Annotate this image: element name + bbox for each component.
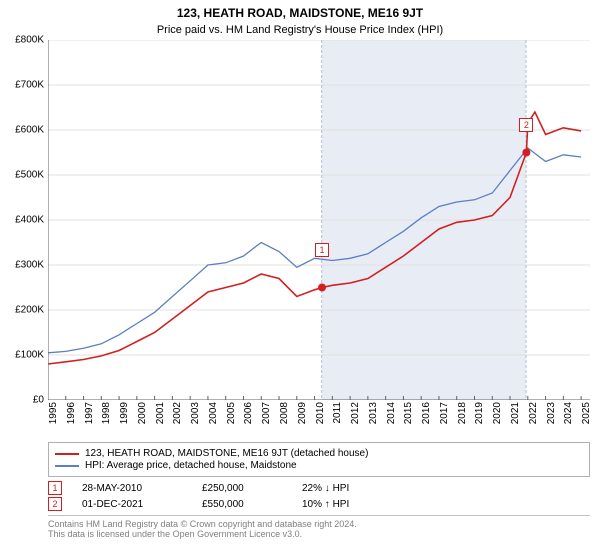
legend-label: HPI: Average price, detached house, Maid… xyxy=(85,460,297,471)
marker-price: £550,000 xyxy=(202,499,282,510)
x-tick-label: 2014 xyxy=(386,402,397,436)
marker-id-box: 1 xyxy=(48,481,62,495)
marker-row-2: 2 01-DEC-2021 £550,000 10% ↑ HPI xyxy=(48,497,590,511)
legend-swatch xyxy=(55,453,79,455)
chart-plot-area: £0£100K£200K£300K£400K£500K£600K£700K£80… xyxy=(48,40,590,400)
x-tick-label: 1998 xyxy=(101,402,112,436)
y-tick-label: £0 xyxy=(33,395,48,406)
chart-subtitle: Price paid vs. HM Land Registry's House … xyxy=(0,20,600,40)
legend-label: 123, HEATH ROAD, MAIDSTONE, ME16 9JT (de… xyxy=(85,448,368,459)
y-tick-label: £800K xyxy=(15,35,48,46)
marker-id-box: 2 xyxy=(48,497,62,511)
x-tick-label: 2001 xyxy=(155,402,166,436)
x-tick-label: 2011 xyxy=(332,402,343,436)
x-tick-label: 2017 xyxy=(439,402,450,436)
x-tick-label: 2004 xyxy=(208,402,219,436)
x-tick-label: 2000 xyxy=(137,402,148,436)
x-tick-label: 1999 xyxy=(119,402,130,436)
x-tick-label: 2009 xyxy=(297,402,308,436)
marker-price: £250,000 xyxy=(202,483,282,494)
marker-date: 28-MAY-2010 xyxy=(82,483,182,494)
x-tick-label: 2012 xyxy=(350,402,361,436)
marker-dot xyxy=(522,149,530,157)
x-tick-label: 1996 xyxy=(66,402,77,436)
legend-swatch xyxy=(55,465,79,467)
x-tick-label: 2024 xyxy=(563,402,574,436)
legend: 123, HEATH ROAD, MAIDSTONE, ME16 9JT (de… xyxy=(48,442,590,477)
x-tick-label: 2005 xyxy=(226,402,237,436)
x-tick-label: 2025 xyxy=(581,402,592,436)
x-axis-ticks: 1995 1996 1997 1998 1999 2000 2001 2002 2003 2004… xyxy=(48,400,590,440)
marker-row-1: 1 28-MAY-2010 £250,000 22% ↓ HPI xyxy=(48,481,590,495)
marker-delta: 22% ↓ HPI xyxy=(302,483,382,494)
y-tick-label: £200K xyxy=(15,305,48,316)
chart-title: 123, HEATH ROAD, MAIDSTONE, ME16 9JT xyxy=(0,0,600,20)
legend-item-price-paid: 123, HEATH ROAD, MAIDSTONE, ME16 9JT (de… xyxy=(55,448,583,459)
x-tick-label: 2023 xyxy=(546,402,557,436)
x-tick-label: 2008 xyxy=(279,402,290,436)
x-tick-label: 2010 xyxy=(315,402,326,436)
marker-label-box: 2 xyxy=(519,118,533,132)
series-price_paid xyxy=(48,112,581,364)
x-tick-label: 2019 xyxy=(474,402,485,436)
marker-table: 1 28-MAY-2010 £250,000 22% ↓ HPI 2 01-DE… xyxy=(48,481,590,511)
y-tick-label: £300K xyxy=(15,260,48,271)
marker-date: 01-DEC-2021 xyxy=(82,499,182,510)
marker-delta: 10% ↑ HPI xyxy=(302,499,382,510)
x-tick-label: 2018 xyxy=(457,402,468,436)
x-tick-label: 2016 xyxy=(421,402,432,436)
marker-dot xyxy=(318,284,326,292)
footer-line-2: This data is licensed under the Open Gov… xyxy=(48,529,590,539)
x-tick-label: 2021 xyxy=(510,402,521,436)
x-tick-label: 2015 xyxy=(403,402,414,436)
y-tick-label: £100K xyxy=(15,350,48,361)
y-tick-label: £400K xyxy=(15,215,48,226)
y-tick-label: £600K xyxy=(15,125,48,136)
x-tick-label: 2003 xyxy=(190,402,201,436)
legend-item-hpi: HPI: Average price, detached house, Maid… xyxy=(55,460,583,471)
footer-line-1: Contains HM Land Registry data © Crown c… xyxy=(48,519,590,529)
marker-label-box: 1 xyxy=(315,243,329,257)
x-tick-label: 2006 xyxy=(243,402,254,436)
y-tick-label: £700K xyxy=(15,80,48,91)
footer: Contains HM Land Registry data © Crown c… xyxy=(48,515,590,539)
y-tick-label: £500K xyxy=(15,170,48,181)
x-tick-label: 2007 xyxy=(261,402,272,436)
x-tick-label: 1997 xyxy=(84,402,95,436)
x-tick-label: 2002 xyxy=(172,402,183,436)
chart-svg xyxy=(48,40,590,400)
x-tick-label: 2022 xyxy=(528,402,539,436)
x-tick-label: 2013 xyxy=(368,402,379,436)
x-tick-label: 1995 xyxy=(48,402,59,436)
x-tick-label: 2020 xyxy=(492,402,503,436)
